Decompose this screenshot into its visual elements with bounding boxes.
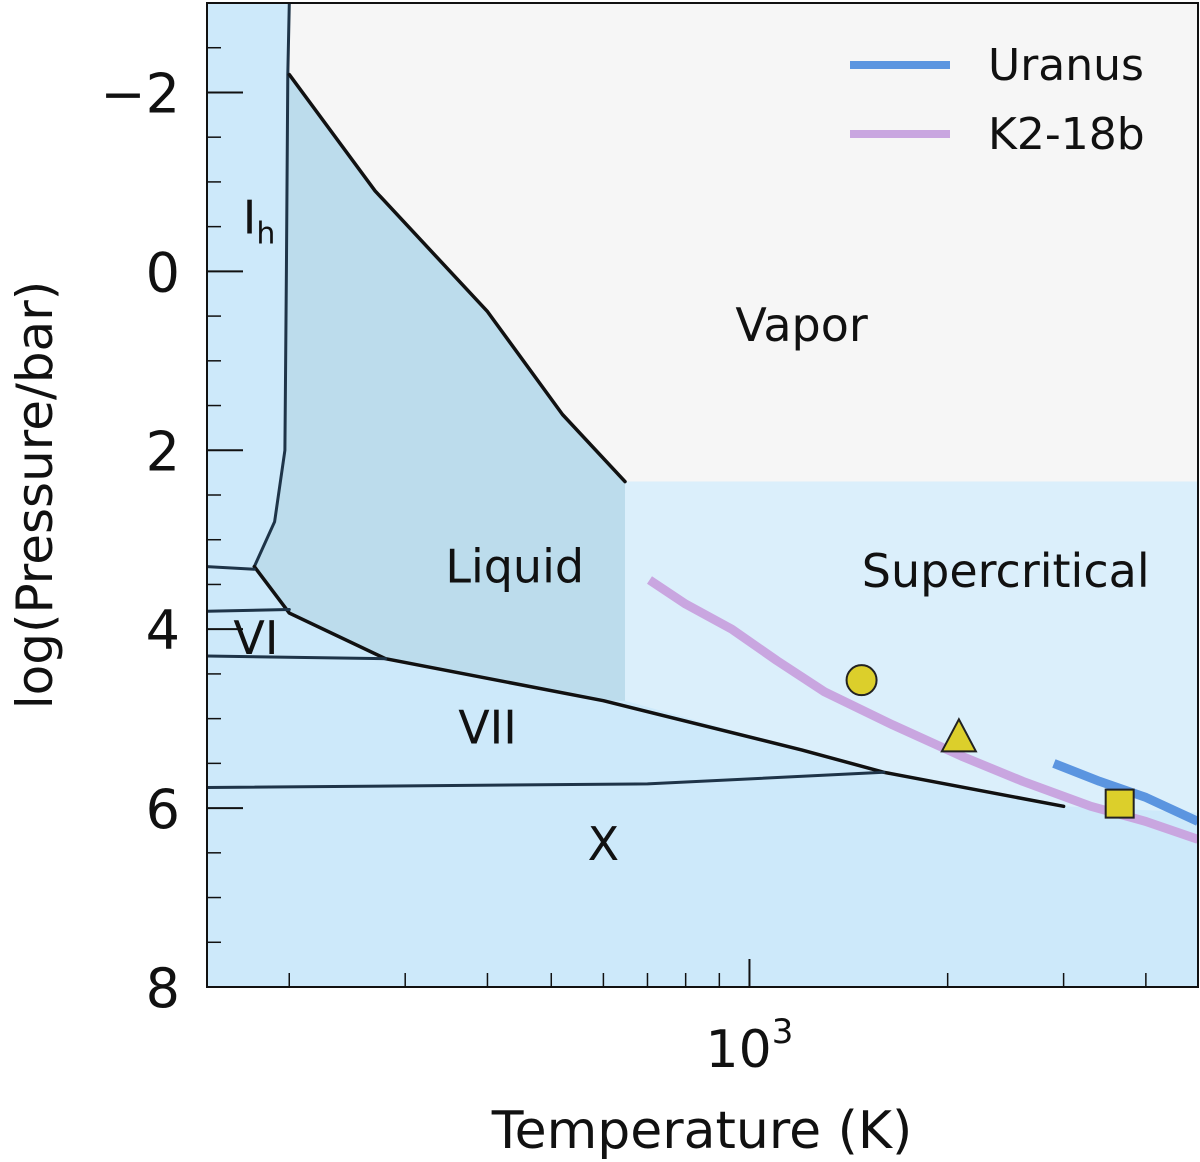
region-label-x: X xyxy=(588,817,620,871)
square-marker xyxy=(1104,788,1135,819)
liquid-region xyxy=(254,74,626,701)
planet-markers xyxy=(845,664,1135,819)
phase-boundaries xyxy=(207,3,1066,809)
circle-marker xyxy=(845,664,878,697)
legend-label-k2-18b: K2-18b xyxy=(988,109,1145,160)
melting-ih-line xyxy=(252,3,291,569)
y-tick-label: 2 xyxy=(146,420,180,483)
vi-boundary-line xyxy=(207,608,291,613)
region-label-supercritical: Supercritical xyxy=(862,544,1150,598)
y-tick-label: −2 xyxy=(100,62,180,125)
y-tick-label: 4 xyxy=(146,599,180,662)
y-axis: −2 0 2 4 6 8 xyxy=(100,46,243,1020)
legend: Uranus K2-18b xyxy=(850,40,1145,160)
vapor-region xyxy=(289,3,1198,482)
x-tick-label: 103 xyxy=(706,1012,794,1080)
region-label-vi: VI xyxy=(233,611,278,665)
vaporization-line xyxy=(287,72,627,484)
legend-label-uranus: Uranus xyxy=(988,40,1144,91)
x-axis: 103 xyxy=(288,959,1147,1080)
y-axis-label: log(Pressure/bar) xyxy=(6,281,64,710)
x-axis-label: Temperature (K) xyxy=(491,1101,913,1161)
phase-regions xyxy=(207,3,1198,987)
region-label-vapor: Vapor xyxy=(735,298,867,352)
region-label-i: Ih xyxy=(243,191,276,252)
ih-iii-boundary-line xyxy=(207,565,256,571)
y-tick-label: 0 xyxy=(146,241,180,304)
supercritical-region xyxy=(625,481,1198,813)
region-labels: Ih Vapor Liquid Supercritical VI VII X xyxy=(233,191,1149,871)
vii-x-boundary-line xyxy=(207,770,886,789)
vi-vii-boundary-line xyxy=(207,654,387,661)
triangle-marker xyxy=(940,717,978,753)
y-tick-label: 8 xyxy=(146,957,180,1020)
region-label-vii: VII xyxy=(458,701,517,755)
y-tick-label: 6 xyxy=(146,778,180,841)
region-label-liquid: Liquid xyxy=(445,540,584,594)
